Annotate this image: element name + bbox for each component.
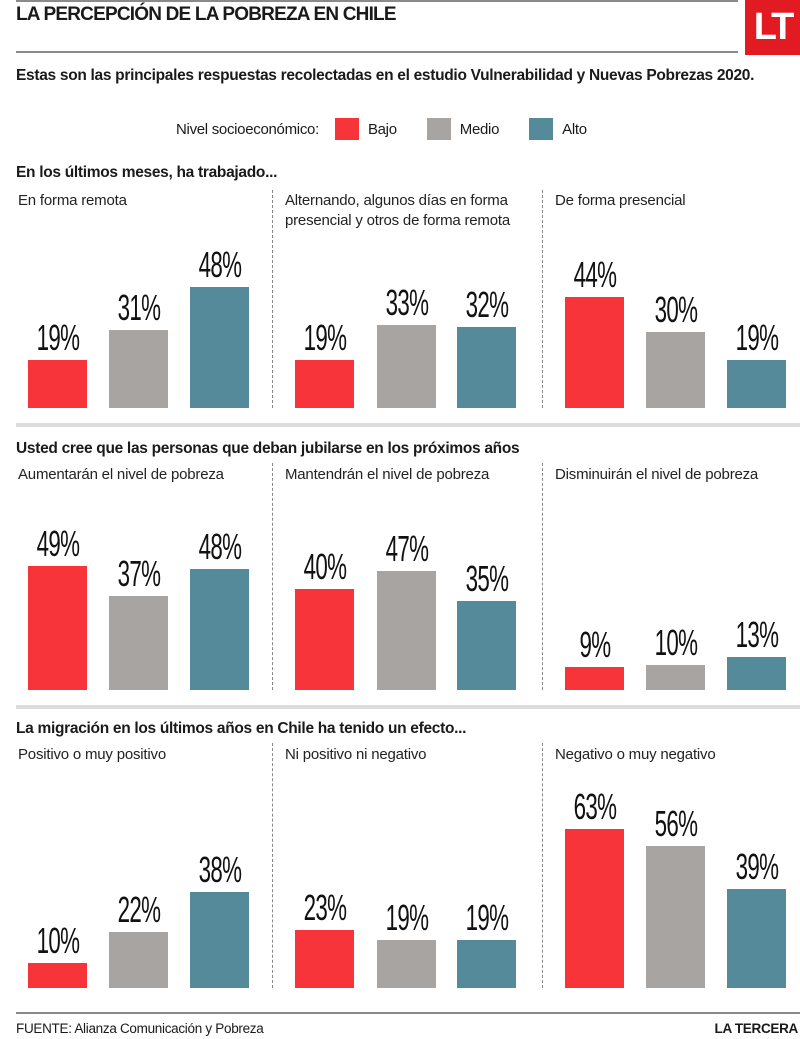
bar-medio [646,332,705,408]
legend: Nivel socioeconómico: Bajo Medio Alto [176,117,601,141]
bar-alto [190,892,249,988]
column-divider [272,190,273,408]
bar-medio [646,665,705,690]
legend-item-alto: Alto [529,118,601,140]
data-label: 19% [36,317,79,358]
legend-item-medio: Medio [426,118,513,140]
data-label: 13% [735,614,778,655]
bar-alto [190,287,249,408]
data-label: 38% [198,849,241,890]
data-label: 22% [117,889,160,930]
data-label: 44% [573,254,616,295]
bar-bajo [565,667,624,690]
group-label: Mantendrán el nivel de pobreza [285,466,490,483]
data-label: 19% [465,897,508,938]
legend-text-medio: Medio [459,120,500,138]
group-label: Disminuirán el nivel de pobreza [555,466,759,483]
bar-medio [109,932,168,988]
data-label: 40% [303,546,346,587]
data-label: 33% [385,282,428,323]
bar-medio [377,940,436,988]
bar-alto [727,360,786,408]
footer-rule [16,1012,800,1014]
bar-bajo [295,360,354,408]
legend-swatch-alto [529,118,554,140]
bar-bajo [28,360,87,408]
legend-swatch-medio [426,118,451,140]
intro-text: Estas son las principales respuestas rec… [16,67,755,84]
section-title: La migración en los últimos años en Chil… [16,720,467,737]
data-label: 19% [385,897,428,938]
page-title: LA PERCEPCIÓN DE LA POBREZA EN CHILE [16,4,397,25]
bar-alto [727,889,786,988]
brand-credit: LA TERCERA [714,1021,799,1036]
group-label: Alternando, algunos días en forma presen… [285,192,510,229]
bar-medio [109,596,168,690]
data-label: 39% [735,846,778,887]
data-label: 37% [117,553,160,594]
bar-bajo [565,297,624,408]
section-divider [16,705,800,709]
group-label: Negativo o muy negativo [555,746,716,763]
group-label: En forma remota [18,192,127,209]
section-title: Usted cree que las personas que deban ju… [16,440,520,457]
data-label: 32% [465,284,508,325]
group-label: Aumentarán el nivel de pobreza [18,466,224,483]
section-divider [16,423,800,427]
data-label: 19% [735,317,778,358]
bar-bajo [295,589,354,690]
column-divider [542,190,543,408]
data-label: 9% [578,624,611,665]
data-label: 48% [198,244,241,285]
data-label: 10% [654,622,697,663]
bar-bajo [28,566,87,690]
data-label: 19% [303,317,346,358]
bar-alto [190,569,249,690]
bar-alto [457,327,516,408]
column-divider [272,743,273,988]
bar-medio [377,325,436,408]
header-top-rule [16,0,738,2]
data-label: 30% [654,289,697,330]
section-title: En los últimos meses, ha trabajado... [16,164,278,181]
data-label: 49% [36,523,79,564]
group-label: Ni positivo ni negativo [285,746,427,763]
group-label: De forma presencial [555,192,686,209]
bar-medio [646,846,705,988]
bar-medio [377,571,436,690]
legend-text-bajo: Bajo [367,120,397,138]
data-label: 48% [198,526,241,567]
column-divider [542,463,543,690]
data-label: 10% [36,920,79,961]
data-label: 23% [303,887,346,928]
bar-alto [457,601,516,690]
header-bottom-rule [16,51,738,53]
legend-text-alto: Alto [562,120,587,138]
bar-bajo [295,930,354,988]
column-divider [542,743,543,988]
column-divider [272,463,273,690]
bar-alto [457,940,516,988]
data-label: 63% [573,786,616,827]
source-note: FUENTE: Alianza Comunicación y Pobreza [16,1021,264,1036]
bar-medio [109,330,168,408]
bar-bajo [28,963,87,988]
legend-item-bajo: Bajo [334,118,411,140]
bar-bajo [565,829,624,988]
la-tercera-logo: LT [745,0,800,55]
legend-swatch-bajo [334,118,359,140]
data-label: 35% [465,558,508,599]
bar-alto [727,657,786,690]
group-label: Positivo o muy positivo [18,746,166,763]
data-label: 47% [385,528,428,569]
data-label: 56% [654,803,697,844]
legend-label: Nivel socioeconómico: [176,120,319,138]
data-label: 31% [117,287,160,328]
